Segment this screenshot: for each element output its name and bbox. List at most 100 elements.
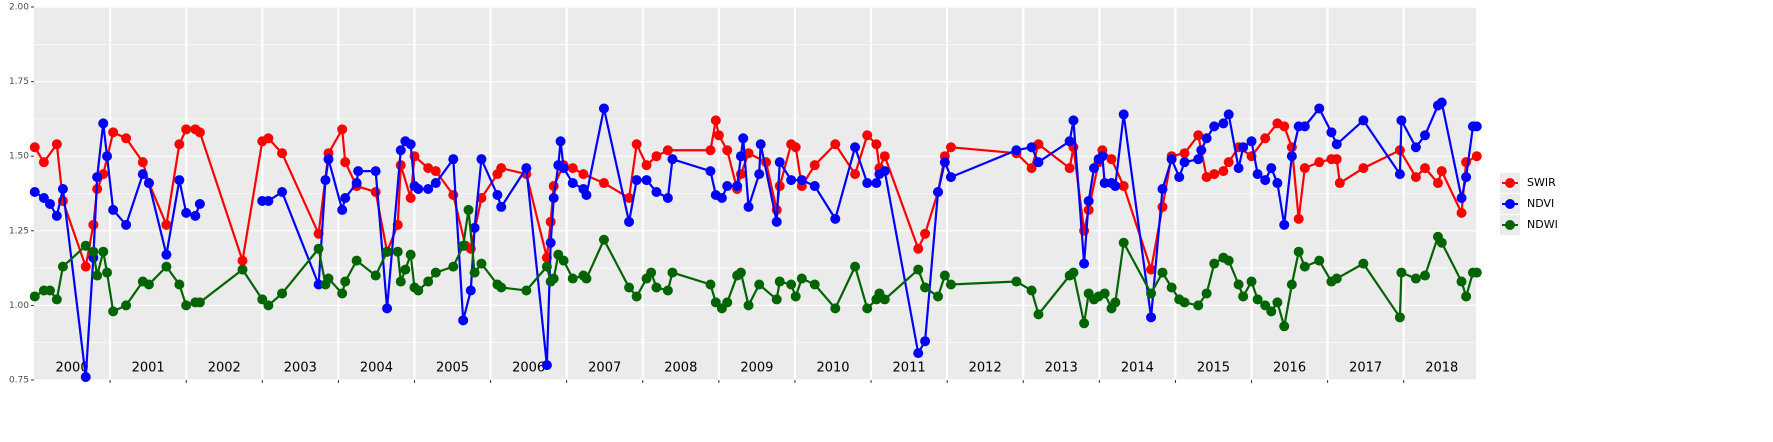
year-annotation: 2002 [208, 361, 241, 376]
series-point [80, 372, 91, 383]
series-point [370, 187, 381, 198]
series-point [1314, 103, 1325, 114]
series-point [786, 279, 797, 290]
series-point [1146, 288, 1157, 299]
year-annotation: 2006 [512, 361, 545, 376]
series-point [548, 181, 559, 192]
series-point [862, 303, 873, 314]
series-point [945, 142, 956, 153]
series-point [29, 291, 40, 302]
series-point [1118, 237, 1129, 248]
series-point [1420, 163, 1431, 174]
series-point [1033, 309, 1044, 320]
series-point [774, 157, 785, 168]
series-point [1218, 166, 1229, 177]
series-point [598, 234, 609, 245]
series-point [567, 163, 578, 174]
series-point [121, 300, 132, 311]
series-point [871, 178, 882, 189]
series-point [323, 273, 334, 284]
series-point [92, 270, 103, 281]
series-point [939, 157, 950, 168]
series-point [44, 198, 55, 209]
series-point [1432, 178, 1443, 189]
series-point [1471, 267, 1482, 278]
series-point [662, 192, 673, 203]
series-point [1223, 109, 1234, 120]
series-point [578, 169, 589, 180]
series-point [809, 279, 820, 290]
legend-label: NDVI [1527, 197, 1554, 210]
series-point [1293, 246, 1304, 257]
series-point [738, 133, 749, 144]
legend-point [1505, 220, 1515, 230]
series-point [57, 184, 68, 195]
series-point [1260, 175, 1271, 186]
series-point [458, 240, 469, 251]
series-point [913, 243, 924, 254]
series-point [830, 139, 841, 150]
series-point [1089, 163, 1100, 174]
series-point [1026, 142, 1037, 153]
series-point [1471, 151, 1482, 162]
series-point [631, 175, 642, 186]
series-point [382, 303, 393, 314]
series-point [181, 300, 192, 311]
series-point [1331, 273, 1342, 284]
series-point [448, 154, 459, 165]
series-point [1193, 130, 1204, 141]
series-point [1331, 154, 1342, 165]
series-point [1201, 133, 1212, 144]
series-point [1179, 297, 1190, 308]
series-point [1068, 115, 1079, 126]
series-point [705, 166, 716, 177]
series-point [1079, 318, 1090, 329]
series-point [1394, 312, 1405, 323]
series-point [353, 166, 364, 177]
series-point [430, 267, 441, 278]
series-point [1299, 121, 1310, 132]
series-point [430, 178, 441, 189]
series-point [29, 142, 40, 153]
series-point [1033, 157, 1044, 168]
series-point [340, 276, 351, 287]
series-point [541, 261, 552, 272]
series-point [545, 216, 556, 227]
y-tick-label: 1.75 [9, 77, 29, 87]
series-point [102, 151, 113, 162]
series-point [1157, 267, 1168, 278]
series-point [786, 175, 797, 186]
series-point [1456, 276, 1467, 287]
series-point [774, 181, 785, 192]
series-point [1157, 184, 1168, 195]
series-point [469, 222, 480, 233]
series-point [337, 204, 348, 215]
series-point [1252, 294, 1263, 305]
series-point [1279, 121, 1290, 132]
year-annotation: 2008 [664, 361, 697, 376]
series-point [463, 204, 474, 215]
series-point [1011, 276, 1022, 287]
series-point [277, 288, 288, 299]
year-annotation: 2017 [1349, 361, 1382, 376]
year-annotation: 2016 [1273, 361, 1306, 376]
series-point [945, 279, 956, 290]
series-point [51, 139, 62, 150]
series-point [850, 142, 861, 153]
series-point [1079, 258, 1090, 269]
series-point [1223, 255, 1234, 266]
series-point [913, 348, 924, 359]
series-point [771, 294, 782, 305]
series-point [1110, 181, 1121, 192]
series-point [38, 157, 49, 168]
series-point [1083, 195, 1094, 206]
year-annotation: 2018 [1425, 361, 1458, 376]
series-point [945, 172, 956, 183]
series-point [581, 189, 592, 200]
series-point [263, 133, 274, 144]
series-point [1272, 297, 1283, 308]
series-point [548, 273, 559, 284]
series-point [1456, 192, 1467, 203]
series-point [476, 258, 487, 269]
